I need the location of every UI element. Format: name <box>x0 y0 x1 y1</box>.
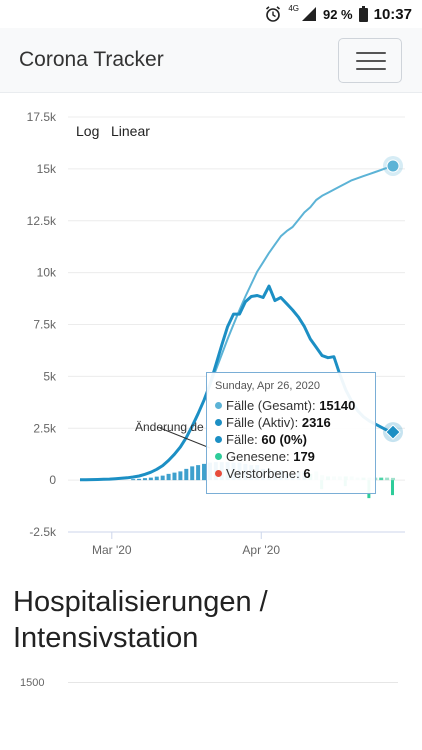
daily-change-bar <box>385 477 390 481</box>
network-type: 4G <box>288 3 299 13</box>
recovered-bar <box>391 480 394 496</box>
annotation-connector <box>159 427 211 449</box>
daily-change-bar <box>154 476 159 481</box>
y-tick-label: 10k <box>37 266 57 280</box>
y-tick-label: 2.5k <box>33 421 57 435</box>
hamburger-icon-bar <box>356 68 386 70</box>
legend-dot-icon <box>215 419 222 426</box>
daily-change-bar <box>202 463 207 481</box>
daily-change-bar <box>184 468 189 481</box>
tooltip-row-value: 15140 <box>319 398 356 413</box>
daily-change-bar <box>178 471 183 481</box>
y-tick-label: 12.5k <box>27 214 57 228</box>
tooltip-row: Genesene: 179 <box>215 448 367 465</box>
tooltip-row: Fälle: 60 (0%) <box>215 431 367 448</box>
daily-change-bar <box>148 477 153 481</box>
tooltip-row-value: 179 <box>293 449 315 464</box>
hospital-chart-first-tick: 1500 <box>20 677 45 689</box>
battery-icon <box>358 6 368 22</box>
y-tick-label: 7.5k <box>33 318 57 332</box>
chart-tooltip: Sunday, Apr 26, 2020 Fälle (Gesamt): 151… <box>206 372 376 494</box>
y-tick-label: 15k <box>37 162 57 176</box>
tooltip-row-value: 60 (0%) <box>261 432 307 447</box>
active-cases-marker <box>385 424 401 440</box>
tooltip-row: Fälle (Gesamt): 15140 <box>215 397 367 414</box>
hamburger-icon-bar <box>356 60 386 62</box>
tooltip-row-label: Fälle: <box>226 432 262 447</box>
daily-change-bar <box>142 478 147 481</box>
status-bar: 4G 92 % 10:37 <box>0 0 422 28</box>
log-scale-button[interactable]: Log <box>76 123 99 139</box>
tooltip-row-label: Fälle (Aktiv): <box>226 415 302 430</box>
hospital-chart-gridline <box>68 682 398 683</box>
daily-change-bar <box>166 473 171 481</box>
legend-dot-icon <box>215 436 222 443</box>
daily-change-bar <box>391 477 395 481</box>
x-tick-label: Apr '20 <box>242 543 280 557</box>
daily-change-bar <box>172 472 177 481</box>
tooltip-row-value: 2316 <box>301 415 331 430</box>
y-tick-label: 17.5k <box>27 110 57 124</box>
clock: 10:37 <box>373 5 412 23</box>
daily-change-bar <box>160 475 165 481</box>
cases-chart-svg: 17.5k 15k 12.5k 10k 7.5k 5k 2.5k 0 -2.5k Mar '20… <box>27 110 405 557</box>
battery-percent: 92 % <box>322 6 353 22</box>
daily-change-bar <box>131 479 136 481</box>
tooltip-row-label: Fälle (Gesamt): <box>226 398 320 413</box>
y-tick-label: -2.5k <box>29 525 57 539</box>
tooltip-row: Verstorbene: 6 <box>215 465 367 482</box>
status-icons: 4G 92 % 10:37 <box>264 4 412 24</box>
linear-scale-button[interactable]: Linear <box>111 123 150 139</box>
total-cases-marker <box>386 159 400 173</box>
hamburger-icon <box>356 52 386 54</box>
tooltip-row: Fälle (Aktiv): 2316 <box>215 414 367 431</box>
daily-change-bar <box>196 465 201 481</box>
tooltip-row-label: Verstorbene: <box>226 466 304 481</box>
cases-chart: 17.5k 15k 12.5k 10k 7.5k 5k 2.5k 0 -2.5k Mar '20… <box>0 95 422 565</box>
tooltip-row-value: 6 <box>303 466 311 481</box>
daily-change-bar <box>137 478 142 481</box>
y-tick-label: 5k <box>43 369 57 383</box>
tooltip-date: Sunday, Apr 26, 2020 <box>215 380 320 392</box>
brand-title[interactable]: Corona Tracker <box>19 48 164 71</box>
chart-annotation: Änderung de <box>135 420 204 434</box>
x-tick-label: Mar '20 <box>92 543 132 557</box>
legend-dot-icon <box>215 453 222 460</box>
menu-toggle-button[interactable] <box>338 38 402 83</box>
daily-change-bar <box>379 477 384 481</box>
y-tick-label: 0 <box>49 473 56 487</box>
signal-icon <box>301 7 316 21</box>
daily-change-bar <box>190 466 195 481</box>
navbar: Corona Tracker <box>0 28 422 93</box>
tooltip-rows: Fälle (Gesamt): 15140 Fälle (Aktiv): 2316… <box>215 397 367 482</box>
section-title-hospitalization: Hospitalisierungen / Intensivstation <box>13 586 268 654</box>
alarm-icon <box>266 6 281 22</box>
legend-dot-icon <box>215 402 222 409</box>
tooltip-row-label: Genesene: <box>226 449 294 464</box>
legend-dot-icon <box>215 470 222 477</box>
